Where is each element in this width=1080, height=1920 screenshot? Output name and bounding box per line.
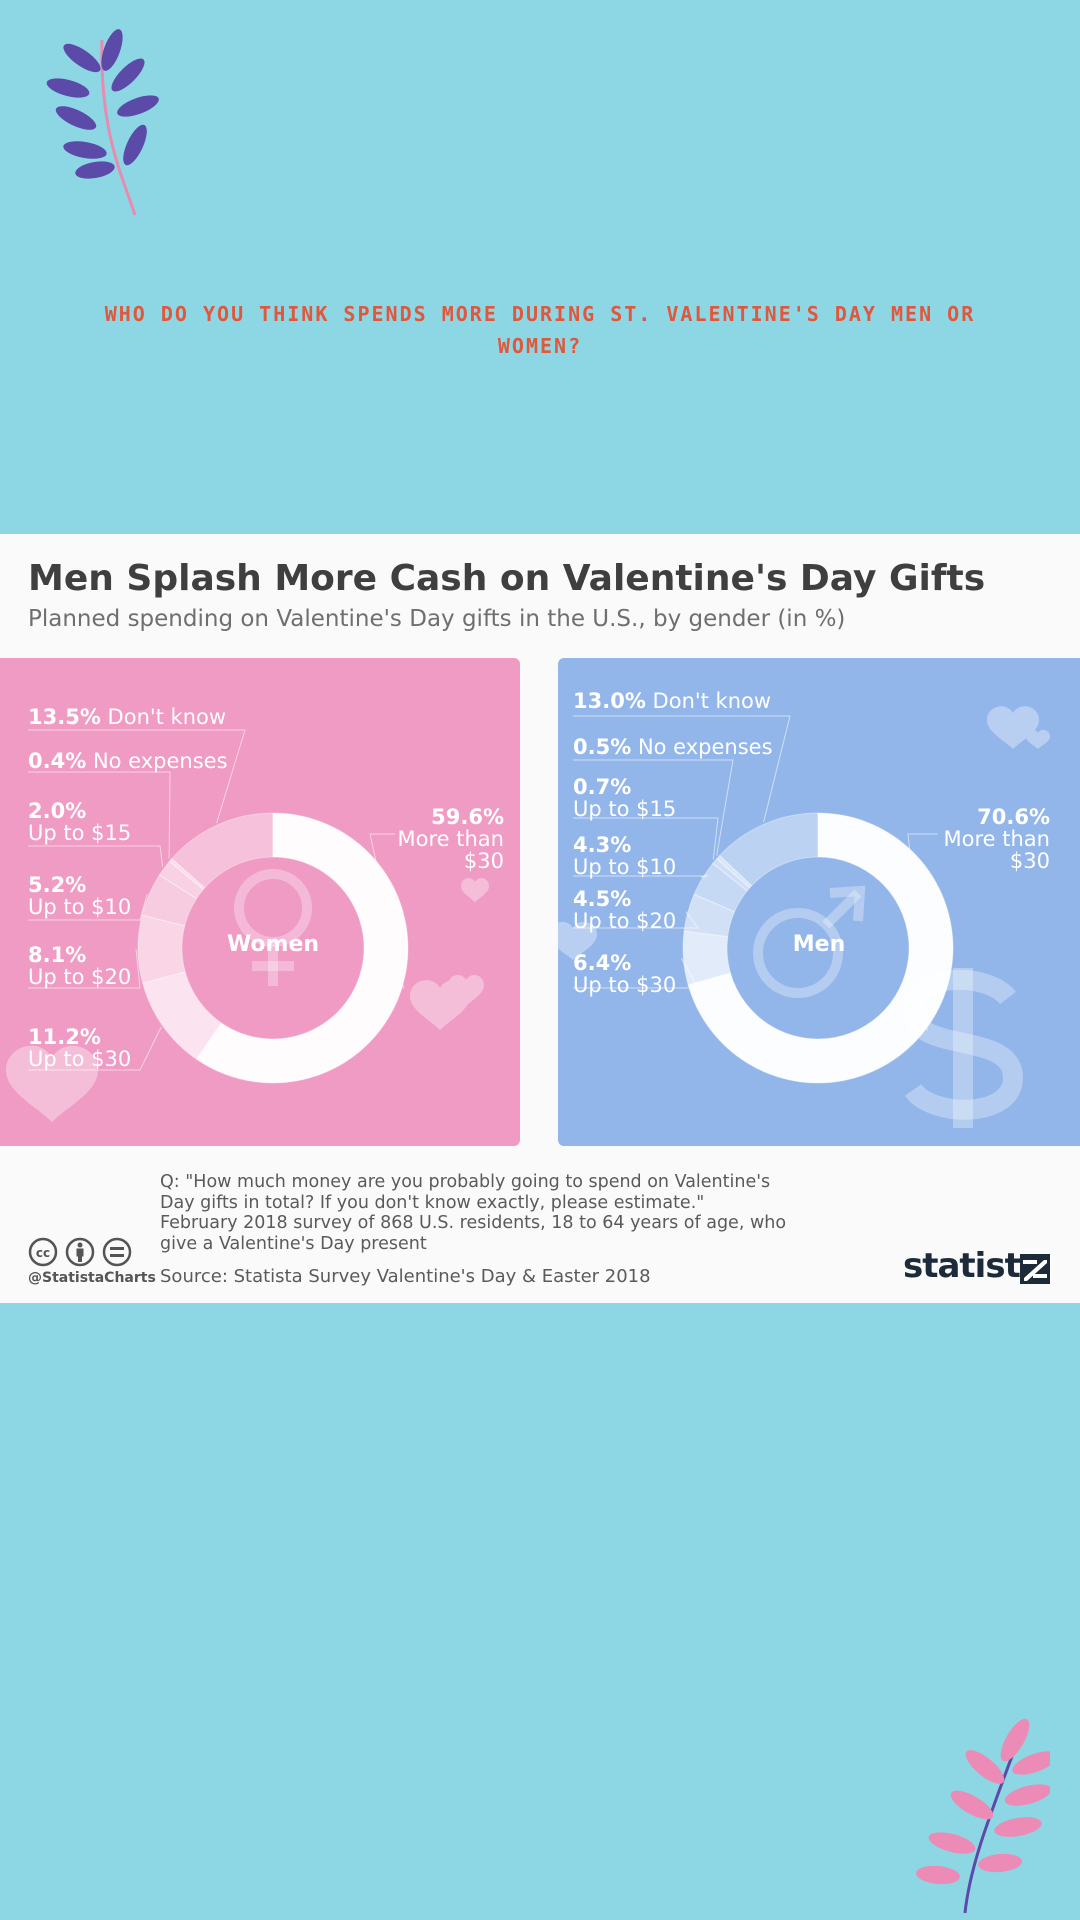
men-slice-more-than-30 xyxy=(687,812,954,1084)
men-label-no-expenses: 0.5% No expenses xyxy=(573,735,773,759)
women-slice-don-t-know xyxy=(171,812,274,889)
statista-logo-icon xyxy=(1020,1254,1050,1284)
women-panel: Women 59.6% More than $30 13.5% Don't kno… xyxy=(0,658,520,1146)
infographic: Men Splash More Cash on Valentine's Day … xyxy=(0,534,1080,1303)
women-slice-no-expenses xyxy=(168,858,206,891)
men-label-more-than-30: 70.6% More than $30 xyxy=(943,805,1050,873)
cc-icon: cc xyxy=(28,1237,58,1267)
women-leader-line xyxy=(28,949,141,989)
men-leader-line xyxy=(573,759,734,856)
men-label-up-to-30: 6.4% Up to $30 xyxy=(573,951,677,997)
women-center-label: Women xyxy=(226,932,320,957)
survey-question: Q: "How much money are you probably goin… xyxy=(160,1172,771,1213)
men-panel: Men 70.6% More than $30 13.0% Don't know … xyxy=(558,658,1080,1146)
women-leader-line xyxy=(28,893,148,921)
heart-icon xyxy=(6,878,489,1122)
men-label-up-to-10: 4.3% Up to $10 xyxy=(573,833,677,879)
women-leader-line xyxy=(28,729,246,824)
women-leader-line xyxy=(28,1026,162,1071)
question-text: WHO DO YOU THINK SPENDS MORE DURING ST. … xyxy=(104,302,976,358)
men-leader-line xyxy=(573,715,791,823)
men-slice-up-to-30 xyxy=(682,930,732,986)
men-slice-up-to-20 xyxy=(683,893,736,938)
social-handle: @StatistaCharts xyxy=(28,1270,156,1286)
men-label-up-to-15: 0.7% Up to $15 xyxy=(573,775,677,821)
dollar-icon xyxy=(902,968,1024,1128)
women-label-dont-know: 13.5% Don't know xyxy=(28,705,227,729)
women-leader-line xyxy=(28,771,171,859)
male-symbol-icon xyxy=(753,885,866,998)
men-label-up-to-20: 4.5% Up to $20 xyxy=(573,887,677,933)
women-leader-line xyxy=(28,845,164,867)
men-center-label: Men xyxy=(792,932,846,957)
women-label-up-to-10: 5.2% Up to $10 xyxy=(28,873,132,919)
women-label-up-to-30: 11.2% Up to $30 xyxy=(28,1025,132,1071)
women-slice-more-than-30 xyxy=(195,812,409,1084)
women-label-more-than-30: 59.6% More than $30 xyxy=(397,805,504,873)
women-label-no-expenses: 0.4% No expenses xyxy=(28,749,228,773)
source-note: Source: Statista Survey Valentine's Day … xyxy=(160,1266,651,1287)
leaf-branch-icon xyxy=(46,29,159,216)
women-donut-chart xyxy=(6,729,489,1122)
chart-subtitle: Planned spending on Valentine's Day gift… xyxy=(28,606,846,632)
license-icons: cc xyxy=(28,1237,132,1267)
by-icon xyxy=(65,1237,95,1267)
women-slice-up-to-30 xyxy=(142,971,223,1060)
men-leader-line xyxy=(573,817,719,860)
statista-logo-text: statista xyxy=(903,1246,1043,1286)
men-label-dont-know: 13.0% Don't know xyxy=(573,689,772,713)
heart-icon xyxy=(558,706,1050,960)
leaf-branch-icon xyxy=(916,1718,1050,1914)
men-slice-up-to-15 xyxy=(712,858,751,892)
female-symbol-icon xyxy=(234,869,312,986)
nd-icon xyxy=(102,1237,132,1267)
men-leader-line xyxy=(573,875,709,878)
women-label-up-to-15: 2.0% Up to $15 xyxy=(28,799,132,845)
women-slice-up-to-10 xyxy=(141,874,198,927)
women-slice-up-to-20 xyxy=(137,914,186,984)
svg-text:cc: cc xyxy=(36,1246,50,1260)
footer-notes: Q: "How much money are you probably goin… xyxy=(160,1172,800,1254)
men-slice-no-expenses xyxy=(716,854,753,889)
survey-details: February 2018 survey of 868 U.S. residen… xyxy=(160,1213,787,1254)
men-donut-chart xyxy=(558,706,1050,1128)
chart-title: Men Splash More Cash on Valentine's Day … xyxy=(28,558,986,599)
men-slice-don-t-know xyxy=(718,812,819,887)
women-label-up-to-20: 8.1% Up to $20 xyxy=(28,943,132,989)
